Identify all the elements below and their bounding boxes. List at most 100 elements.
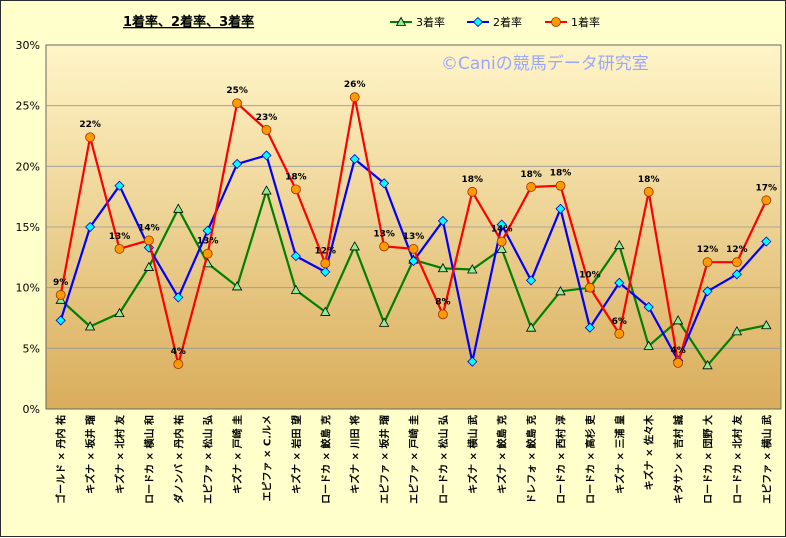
data-point bbox=[702, 257, 713, 268]
data-point bbox=[437, 262, 449, 273]
data-point bbox=[584, 322, 595, 333]
data-point bbox=[173, 203, 184, 213]
data-point bbox=[261, 150, 272, 161]
data-label: 8% bbox=[435, 297, 450, 307]
data-label: 22% bbox=[79, 120, 101, 130]
data-point bbox=[585, 282, 595, 293]
data-point bbox=[349, 241, 360, 251]
data-point bbox=[202, 248, 213, 259]
data-point bbox=[290, 251, 301, 262]
watermark: ©Caniの競馬データ研究室 bbox=[441, 53, 649, 74]
data-point bbox=[232, 158, 243, 169]
x-tick-label: ロードカ × 横山 和 bbox=[143, 415, 156, 504]
data-point bbox=[232, 98, 243, 109]
data-point bbox=[731, 269, 742, 280]
y-tick-label: 25% bbox=[16, 100, 40, 113]
data-label: 18% bbox=[550, 169, 572, 179]
data-point bbox=[349, 153, 360, 165]
x-tick-label: ゴールド × 丹内 祐 bbox=[55, 415, 68, 504]
data-point bbox=[320, 266, 331, 277]
data-point bbox=[555, 180, 566, 191]
data-point bbox=[114, 307, 125, 318]
data-point bbox=[55, 290, 66, 300]
data-point bbox=[555, 203, 566, 214]
data-label: 17% bbox=[756, 183, 778, 193]
data-point bbox=[614, 277, 625, 288]
data-label: 9% bbox=[53, 278, 68, 288]
data-point bbox=[143, 235, 154, 246]
data-label: 4% bbox=[670, 346, 685, 356]
x-tick-label: キズナ × 佐々木 bbox=[643, 414, 656, 490]
data-label: 12% bbox=[726, 245, 748, 255]
x-tick-label: キズナ × 鮫島 克 bbox=[496, 415, 509, 494]
legend-label: 2着率 bbox=[493, 15, 522, 29]
data-point bbox=[643, 302, 654, 313]
data-point bbox=[496, 243, 507, 253]
data-point bbox=[732, 257, 742, 268]
y-tick-label: 10% bbox=[16, 282, 40, 295]
data-label: 18% bbox=[638, 175, 660, 185]
data-point bbox=[290, 184, 301, 195]
x-tick-label: エピファ × 戸崎 圭 bbox=[408, 415, 421, 504]
x-tick-label: キズナ × 三浦 皇 bbox=[613, 415, 626, 494]
data-point bbox=[408, 243, 419, 254]
data-label: 12% bbox=[315, 246, 337, 256]
data-point bbox=[643, 340, 654, 350]
data-point bbox=[143, 261, 155, 271]
legend-marker bbox=[395, 16, 407, 26]
data-label: 26% bbox=[344, 80, 366, 90]
legend-marker bbox=[551, 17, 561, 27]
x-tick-label: キズナ × 戸崎 圭 bbox=[231, 415, 244, 494]
data-point bbox=[467, 186, 478, 197]
x-tick-label: エピファ × 坂井 瑠 bbox=[378, 415, 391, 504]
y-tick-label: 0% bbox=[23, 403, 40, 416]
data-label: 12% bbox=[697, 245, 719, 255]
x-tick-label: ダノンバ × 丹内 祐 bbox=[172, 415, 185, 504]
data-point bbox=[761, 236, 772, 247]
data-point bbox=[702, 360, 713, 370]
data-label: 13% bbox=[197, 237, 219, 247]
data-point bbox=[526, 275, 537, 286]
x-tick-label: キズナ × 北村 友 bbox=[114, 415, 127, 494]
data-point bbox=[467, 356, 478, 367]
x-tick-label: ロードカ × 鮫島 克 bbox=[319, 415, 332, 504]
data-point bbox=[525, 322, 537, 332]
data-point bbox=[85, 132, 95, 143]
x-tick-label: エピファ × 横山 武 bbox=[760, 415, 773, 504]
x-tick-label: キズナ × 横山 武 bbox=[466, 415, 479, 494]
data-label: 18% bbox=[462, 175, 484, 185]
x-tick-label: エピファ × 松山 弘 bbox=[202, 415, 215, 504]
y-tick-label: 15% bbox=[16, 221, 40, 234]
data-point bbox=[614, 328, 625, 339]
data-point bbox=[261, 125, 272, 135]
x-tick-label: キズナ × 坂井 瑠 bbox=[84, 415, 97, 494]
data-point bbox=[526, 182, 536, 192]
data-point bbox=[85, 221, 96, 233]
data-point bbox=[173, 292, 184, 303]
data-point bbox=[702, 286, 713, 297]
legend-label: 3着率 bbox=[416, 15, 445, 29]
x-tick-label: ロードカ × 松山 弘 bbox=[437, 415, 450, 504]
legend-marker bbox=[472, 16, 484, 28]
legend-label: 1着率 bbox=[571, 15, 600, 29]
x-tick-label: キズナ × 岩田 望 bbox=[290, 415, 303, 494]
y-tick-label: 30% bbox=[16, 39, 40, 52]
data-point bbox=[379, 241, 390, 252]
data-point bbox=[408, 255, 419, 267]
data-point bbox=[731, 326, 743, 336]
x-tick-label: ロードカ × 高杉 吏 bbox=[584, 414, 597, 504]
data-point bbox=[173, 359, 184, 370]
data-label: 25% bbox=[226, 86, 248, 96]
x-tick-label: ロードカ × 団野 大 bbox=[702, 415, 715, 504]
data-point bbox=[614, 239, 625, 250]
data-point bbox=[467, 264, 478, 274]
data-point bbox=[437, 309, 448, 320]
data-label: 13% bbox=[109, 232, 131, 242]
data-label: 4% bbox=[171, 347, 186, 357]
data-point bbox=[672, 315, 684, 325]
data-point bbox=[202, 225, 213, 236]
data-label: 10% bbox=[579, 271, 601, 281]
data-point bbox=[378, 317, 390, 327]
x-tick-label: ドレフォ × 鮫島 克 bbox=[525, 415, 538, 504]
data-label: 18% bbox=[520, 170, 542, 180]
